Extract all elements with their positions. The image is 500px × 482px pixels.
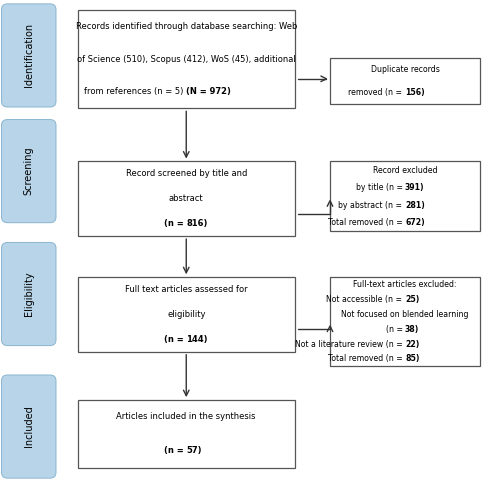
FancyBboxPatch shape (78, 400, 295, 468)
Text: 672): 672) (405, 218, 424, 227)
FancyBboxPatch shape (78, 161, 295, 236)
Text: (n =: (n = (164, 219, 186, 228)
Text: 156): 156) (405, 88, 424, 97)
Text: 816): 816) (186, 219, 208, 228)
Text: Screening: Screening (24, 147, 34, 195)
Text: 281): 281) (405, 201, 425, 210)
FancyBboxPatch shape (2, 120, 56, 223)
Text: (n =: (n = (386, 325, 405, 334)
Text: by title (n =: by title (n = (356, 183, 405, 192)
FancyBboxPatch shape (78, 277, 295, 352)
Text: abstract: abstract (169, 194, 203, 203)
Text: Record excluded: Record excluded (372, 166, 438, 174)
Text: Identification: Identification (24, 23, 34, 88)
Text: Not focused on blended learning: Not focused on blended learning (341, 310, 469, 319)
FancyBboxPatch shape (2, 4, 56, 107)
Text: Eligibility: Eligibility (24, 272, 34, 316)
Text: (n =: (n = (164, 446, 186, 455)
FancyBboxPatch shape (330, 161, 480, 231)
Text: from references (n = 5): from references (n = 5) (84, 87, 186, 96)
Text: Duplicate records: Duplicate records (370, 65, 440, 74)
Text: Included: Included (24, 406, 34, 447)
Text: 22): 22) (405, 339, 419, 348)
Text: 57): 57) (186, 446, 202, 455)
FancyBboxPatch shape (2, 375, 56, 478)
Text: Record screened by title and: Record screened by title and (126, 169, 247, 178)
Text: Total removed (n =: Total removed (n = (328, 354, 405, 363)
Text: 391): 391) (405, 183, 424, 192)
Text: removed (n =: removed (n = (348, 88, 405, 97)
FancyBboxPatch shape (78, 10, 295, 108)
FancyBboxPatch shape (330, 58, 480, 104)
Text: (N = 972): (N = 972) (186, 87, 231, 96)
Text: Full-text articles excluded:: Full-text articles excluded: (353, 280, 457, 289)
Text: 25): 25) (405, 295, 419, 304)
Text: by abstract (n =: by abstract (n = (338, 201, 405, 210)
FancyBboxPatch shape (2, 242, 56, 346)
Text: Not a literature review (n =: Not a literature review (n = (295, 339, 405, 348)
Text: of Science (510), Scopus (412), WoS (45), additional: of Science (510), Scopus (412), WoS (45)… (77, 54, 296, 64)
Text: 85): 85) (405, 354, 419, 363)
Text: (n =: (n = (164, 335, 186, 344)
Text: Articles included in the synthesis: Articles included in the synthesis (116, 413, 256, 421)
Text: Not accessible (n =: Not accessible (n = (326, 295, 405, 304)
Text: 144): 144) (186, 335, 208, 344)
Text: eligibility: eligibility (167, 310, 205, 319)
Text: Total removed (n =: Total removed (n = (328, 218, 405, 227)
Text: 38): 38) (405, 325, 419, 334)
Text: Records identified through database searching: Web: Records identified through database sear… (76, 22, 297, 31)
Text: Full text articles assessed for: Full text articles assessed for (125, 285, 248, 294)
FancyBboxPatch shape (330, 277, 480, 366)
